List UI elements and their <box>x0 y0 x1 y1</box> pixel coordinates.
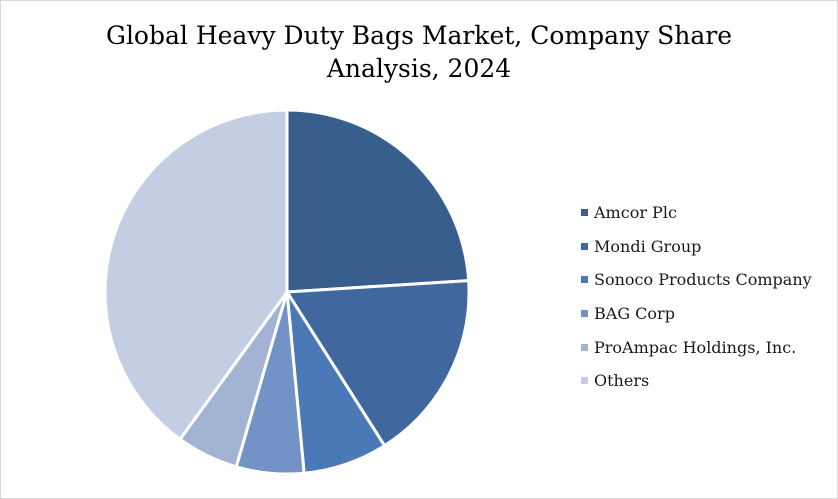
chart-title: Global Heavy Duty Bags Market, Company S… <box>1 19 837 85</box>
legend-item: Mondi Group <box>581 230 812 264</box>
legend-label: ProAmpac Holdings, Inc. <box>594 337 797 357</box>
legend-swatch <box>581 209 588 217</box>
pie-slice-1 <box>285 108 471 294</box>
chart-title-line-1: Global Heavy Duty Bags Market, Company S… <box>105 21 733 50</box>
pie-slice-2 <box>285 279 471 448</box>
legend-item: Amcor Plc <box>581 196 812 230</box>
pie-slice-6 <box>103 108 289 441</box>
legend-label: BAG Corp <box>594 304 675 324</box>
legend-item: ProAmpac Holdings, Inc. <box>581 330 812 364</box>
chart-title-line-2: Analysis, 2024 <box>326 54 512 83</box>
legend-swatch <box>581 377 588 385</box>
legend-item: Sonoco Products Company <box>581 263 812 297</box>
legend-item: BAG Corp <box>581 297 812 331</box>
legend: Amcor Plc Mondi Group Sonoco Products Comp… <box>581 196 812 398</box>
legend-swatch <box>581 343 588 351</box>
legend-label: Amcor Plc <box>594 203 677 223</box>
legend-item: Others <box>581 364 812 398</box>
legend-swatch <box>581 310 588 318</box>
legend-swatch <box>581 276 588 284</box>
legend-label: Others <box>594 371 650 391</box>
legend-swatch <box>581 242 588 250</box>
legend-label: Sonoco Products Company <box>594 270 812 290</box>
legend-label: Mondi Group <box>594 236 702 256</box>
